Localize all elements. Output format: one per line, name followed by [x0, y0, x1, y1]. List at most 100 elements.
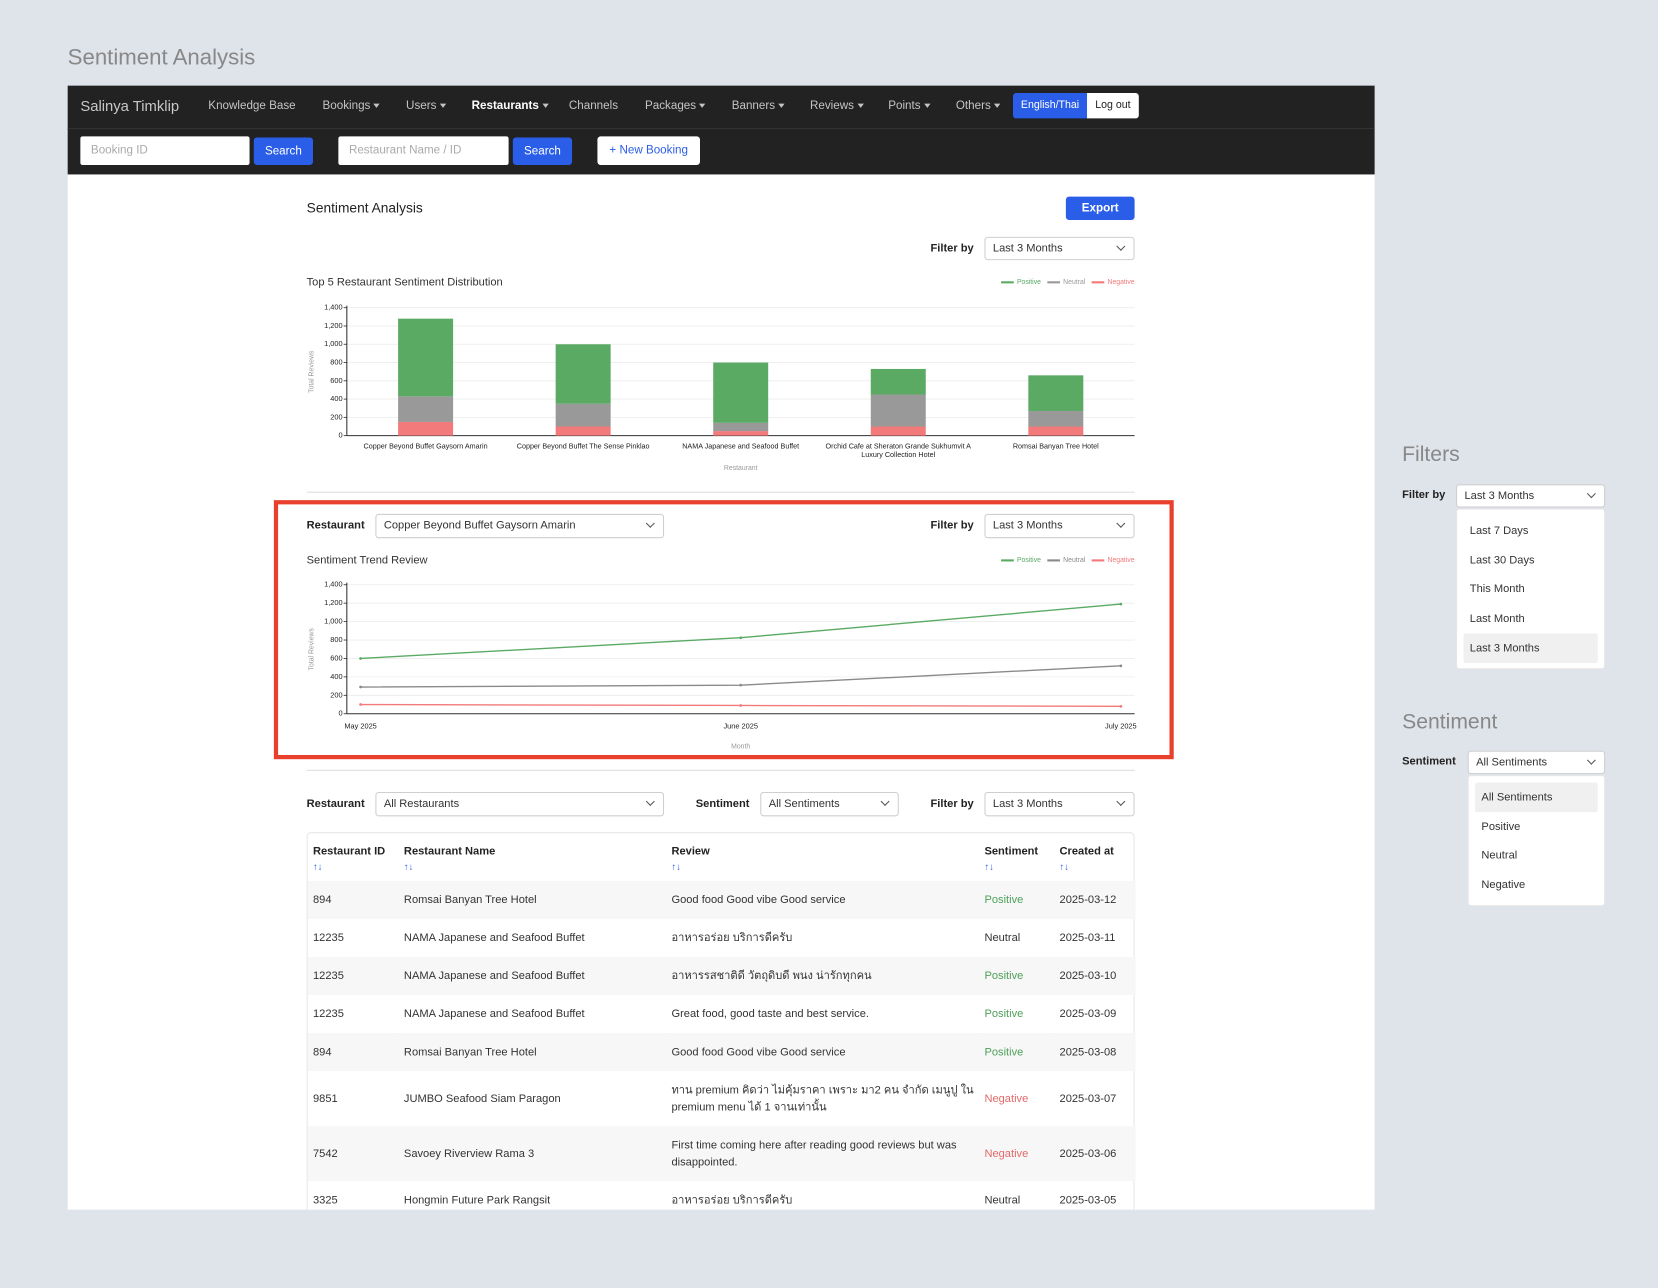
sentiment-select[interactable]: All Sentiments — [1467, 750, 1606, 775]
table-cell: Negative — [984, 1147, 1029, 1160]
table-cell: 2025-03-10 — [1059, 969, 1117, 983]
table-row: 894 Romsai Banyan Tree Hotel Good food Goo… — [307, 880, 1136, 919]
table-cell: 12235 — [312, 931, 344, 945]
language-button[interactable]: English/Thai — [1012, 93, 1088, 119]
dropdown-option[interactable]: Last 7 Days — [1469, 524, 1529, 538]
table-cell: Positive — [984, 1007, 1024, 1021]
export-button[interactable]: Export — [1065, 196, 1135, 220]
table-cell: First time coming here after reading goo… — [671, 1138, 957, 1169]
dropdown-option[interactable]: Last 30 Days — [1469, 553, 1535, 567]
table-body: 894 Romsai Banyan Tree Hotel Good food Goo… — [307, 880, 1136, 1210]
sentiment-label: Sentiment — [695, 797, 750, 810]
table-cell: อาหารอร่อย บริการดีครับ — [671, 1193, 793, 1207]
header-row: Restaurant ID ↑↓ Restaurant Name ↑↓ Review ↑↓… — [308, 833, 1136, 881]
table-cell: Great food, good taste and best service. — [671, 1007, 869, 1021]
nav-item-active[interactable]: Restaurants — [472, 100, 549, 112]
table-cell: อาหารรสชาติดี วัตถุดิบดี พนง น่ารักทุกคน — [671, 969, 872, 983]
filter-select[interactable]: Last 3 Months — [984, 513, 1135, 539]
x-tick-label: Copper Beyond Buffet Gaysorn Amarin — [363, 443, 488, 451]
nav-item[interactable]: Bookings — [323, 100, 380, 112]
table-cell: 2025-03-06 — [1059, 1147, 1117, 1160]
table-cell: 2025-03-07 — [1059, 1092, 1117, 1105]
page-title: Sentiment Analysis — [67, 45, 256, 70]
nav-item[interactable]: Packages — [645, 100, 706, 112]
table-cell: 7542 — [312, 1147, 338, 1160]
table-head: Restaurant ID ↑↓ Restaurant Name ↑↓ Review ↑↓… — [308, 833, 1136, 881]
dropdown-option[interactable]: Last Month — [1469, 612, 1525, 626]
table-cell: 12235 — [312, 1007, 344, 1021]
sentiment-select[interactable]: All Sentiments — [760, 791, 899, 817]
table-cell: อาหารอร่อย บริการดีครับ — [671, 931, 793, 945]
new-booking-button[interactable]: + New Booking — [597, 136, 700, 165]
restaurant-label: Restaurant — [306, 519, 365, 532]
table-cell: Positive — [984, 1045, 1024, 1059]
restaurant-select[interactable]: Copper Beyond Buffet Gaysorn Amarin — [375, 513, 665, 539]
table-cell: Negative — [984, 1092, 1029, 1105]
filter-select[interactable]: Last 3 Months — [984, 236, 1135, 261]
x-tick-label: Romsai Banyan Tree Hotel — [1012, 443, 1099, 451]
table-cell: Romsai Banyan Tree Hotel — [403, 1045, 537, 1059]
table-row: 894 Romsai Banyan Tree Hotel Good food Goo… — [307, 1033, 1136, 1072]
restaurant-select[interactable]: All Restaurants — [375, 791, 665, 817]
table-cell: 12235 — [312, 969, 344, 983]
navbar: Salinya Timklip Knowledge Base Bookings … — [67, 85, 1375, 175]
search-button[interactable]: Search — [512, 137, 573, 165]
table-cell: Romsai Banyan Tree Hotel — [403, 893, 537, 907]
x-tick-label: NAMA Japanese and Seafood Buffet — [682, 443, 800, 451]
column-header[interactable]: Restaurant Name ↑↓ — [399, 833, 667, 881]
sort-icon[interactable]: ↑↓ — [403, 861, 414, 873]
column-header[interactable]: Created at ↑↓ — [1054, 833, 1135, 881]
select-value: Copper Beyond Buffet Gaysorn Amarin — [383, 519, 576, 532]
nav-item[interactable]: Reviews — [810, 100, 863, 112]
table-cell: Positive — [984, 893, 1024, 907]
column-header[interactable]: Sentiment ↑↓ — [979, 833, 1054, 881]
table-cell: 2025-03-11 — [1059, 931, 1116, 945]
table-cell: Good food Good vibe Good service — [671, 1045, 846, 1059]
nav-item[interactable]: Points — [888, 100, 930, 112]
panel-title: Sentiment Analysis — [306, 199, 423, 216]
table-cell: 2025-03-05 — [1059, 1193, 1117, 1207]
table-cell: Neutral — [984, 931, 1021, 945]
content: Sentiment Analysis Export Filter by Last… — [67, 174, 1375, 1210]
dropdown-option[interactable]: Neutral — [1481, 849, 1518, 863]
column-header[interactable]: Review ↑↓ — [666, 833, 979, 881]
sort-icon[interactable]: ↑↓ — [1059, 861, 1070, 873]
table-cell: 2025-03-12 — [1059, 893, 1117, 907]
brand[interactable]: Salinya Timklip — [80, 97, 180, 115]
filter-label: Filter by — [930, 242, 974, 255]
nav-item[interactable]: Banners — [732, 100, 785, 112]
select-value: Last 3 Months — [992, 242, 1063, 255]
booking-input[interactable]: Booking ID — [80, 136, 250, 165]
table-cell: 9851 — [312, 1092, 338, 1105]
nav-item[interactable]: Knowledge Base — [208, 99, 296, 113]
column-name: Sentiment — [984, 844, 1039, 858]
table-row: 7542 Savoey Riverview Rama 3 First time co… — [307, 1126, 1136, 1182]
logout-button[interactable]: Log out — [1087, 93, 1139, 119]
nav-item[interactable]: Channels — [568, 99, 619, 113]
dropdown-option[interactable]: Positive — [1481, 820, 1521, 833]
sort-icon[interactable]: ↑↓ — [984, 861, 994, 873]
divider — [306, 769, 1135, 771]
filter-label: Filter by — [930, 797, 974, 810]
sentiment-dropdown: All Sentiments Positive Neutral Negative — [1467, 775, 1606, 907]
column-header[interactable]: Restaurant ID ↑↓ — [308, 833, 399, 881]
dropdown-option[interactable]: Last 3 Months — [1463, 633, 1598, 663]
select-value: Last 3 Months — [992, 797, 1063, 810]
sort-icon[interactable]: ↑↓ — [312, 861, 323, 873]
nav-item[interactable]: Users — [406, 100, 446, 112]
filter-select[interactable]: Last 3 Months — [984, 791, 1135, 817]
sort-icon[interactable]: ↑↓ — [671, 861, 681, 873]
search-button[interactable]: Search — [253, 137, 313, 165]
dropdown-option[interactable]: All Sentiments — [1475, 782, 1598, 813]
dropdown-option[interactable]: This Month — [1469, 583, 1525, 596]
table-row: 3325 Hongmin Future Park Rangsit อาหารอร่อ… — [308, 1181, 1136, 1210]
filter-select[interactable]: Last 3 Months — [1456, 484, 1606, 508]
restaurant-input[interactable]: Restaurant Name / ID — [338, 136, 509, 165]
table-cell: Good food Good vibe Good service — [671, 893, 846, 907]
x-tick-label: Copper Beyond Buffet The Sense Pinklao — [516, 443, 650, 451]
nav-item[interactable]: Others — [956, 100, 1000, 112]
select-value: All Sentiments — [768, 797, 840, 810]
dropdown-option[interactable]: Negative — [1481, 878, 1526, 892]
